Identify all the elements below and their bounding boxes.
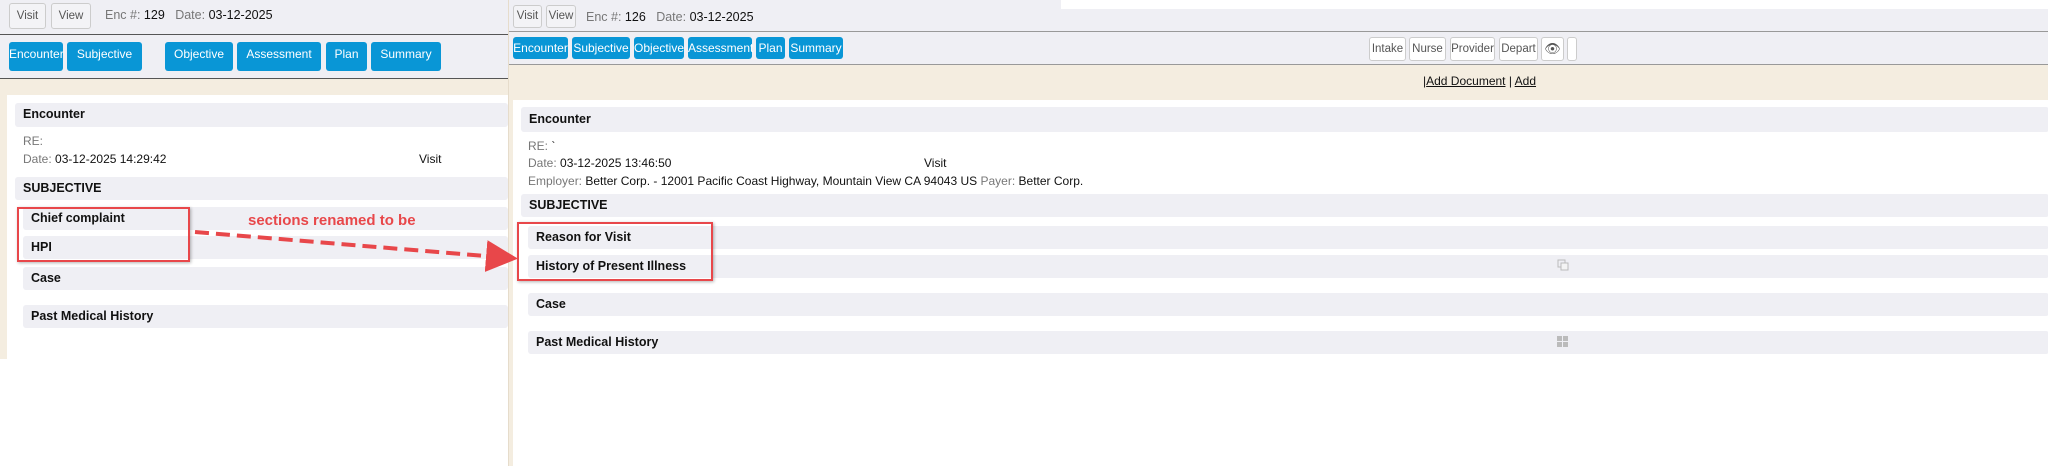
section-past-medical-history[interactable]: Past Medical History <box>23 305 508 328</box>
view-button[interactable]: View <box>546 5 576 28</box>
re-label: RE: <box>23 134 44 148</box>
tab-objective[interactable]: Objective <box>165 42 233 71</box>
employer-payer-line: Employer: Better Corp. - 12001 Pacific C… <box>528 174 1084 188</box>
right-panel-new: Visit View Enc #: 126 Date: 03-12-2025 E… <box>508 0 2048 466</box>
encounter-section-header: Encounter <box>15 103 508 127</box>
encounter-section-header: Encounter <box>521 107 2048 132</box>
visit-type: Visit <box>419 152 442 166</box>
add-link[interactable]: Add <box>1514 74 1537 88</box>
tab-encounter[interactable]: Encounter <box>513 37 568 59</box>
tab-subjective[interactable]: Subjective <box>67 42 142 71</box>
re-line: RE: ` <box>528 139 556 153</box>
grid-icon[interactable] <box>1557 336 1569 348</box>
encounter-date: Date: 03-12-2025 14:29:42 <box>23 152 167 166</box>
view-button[interactable]: View <box>51 3 91 29</box>
copy-icon[interactable] <box>1557 259 1569 271</box>
section-history-of-present-illness[interactable]: History of Present Illness <box>528 255 2048 278</box>
add-document-link[interactable]: Add Document <box>1426 74 1506 88</box>
visit-button[interactable]: Visit <box>9 3 46 29</box>
tab-assessment[interactable]: Assessment <box>688 37 753 59</box>
nurse-button[interactable]: Nurse <box>1409 37 1446 61</box>
visit-button[interactable]: Visit <box>513 5 542 28</box>
encounter-date: Date: 03-12-2025 13:46:50 <box>528 156 672 170</box>
more-button[interactable] <box>1567 37 1577 61</box>
eye-icon[interactable]: 👁 <box>1541 37 1564 61</box>
section-hpi[interactable]: HPI <box>23 236 508 259</box>
depart-button[interactable]: Depart <box>1499 37 1538 61</box>
tab-assessment[interactable]: Assessment <box>237 42 321 71</box>
section-case[interactable]: Case <box>23 267 508 290</box>
encounter-info: Enc #: 129 Date: 03-12-2025 <box>105 8 273 22</box>
tab-plan[interactable]: Plan <box>326 42 367 71</box>
section-past-medical-history[interactable]: Past Medical History <box>528 331 2048 354</box>
left-panel-old: Visit View Enc #: 129 Date: 03-12-2025 E… <box>0 0 508 466</box>
section-case[interactable]: Case <box>528 293 2048 316</box>
subjective-header: SUBJECTIVE <box>521 194 2048 217</box>
section-reason-for-visit[interactable]: Reason for Visit <box>528 226 2048 249</box>
subjective-header: SUBJECTIVE <box>15 177 508 200</box>
tab-summary[interactable]: Summary <box>789 37 843 59</box>
annotation-text: sections renamed to be <box>248 212 416 229</box>
intake-button[interactable]: Intake <box>1369 37 1406 61</box>
provider-button[interactable]: Provider <box>1450 37 1495 61</box>
tab-summary[interactable]: Summary <box>371 42 441 71</box>
section-chief-complaint[interactable]: Chief complaint <box>23 207 508 230</box>
tab-objective[interactable]: Objective <box>634 37 684 59</box>
tab-subjective[interactable]: Subjective <box>572 37 630 59</box>
highlight-box-old-sections <box>17 207 190 262</box>
highlight-box-new-sections <box>517 222 713 281</box>
encounter-info: Enc #: 126 Date: 03-12-2025 <box>586 10 754 24</box>
visit-type: Visit <box>924 156 947 170</box>
tab-plan[interactable]: Plan <box>756 37 785 59</box>
document-links: |Add Document | Add <box>1423 74 1537 88</box>
tab-encounter[interactable]: Encounter <box>9 42 64 71</box>
